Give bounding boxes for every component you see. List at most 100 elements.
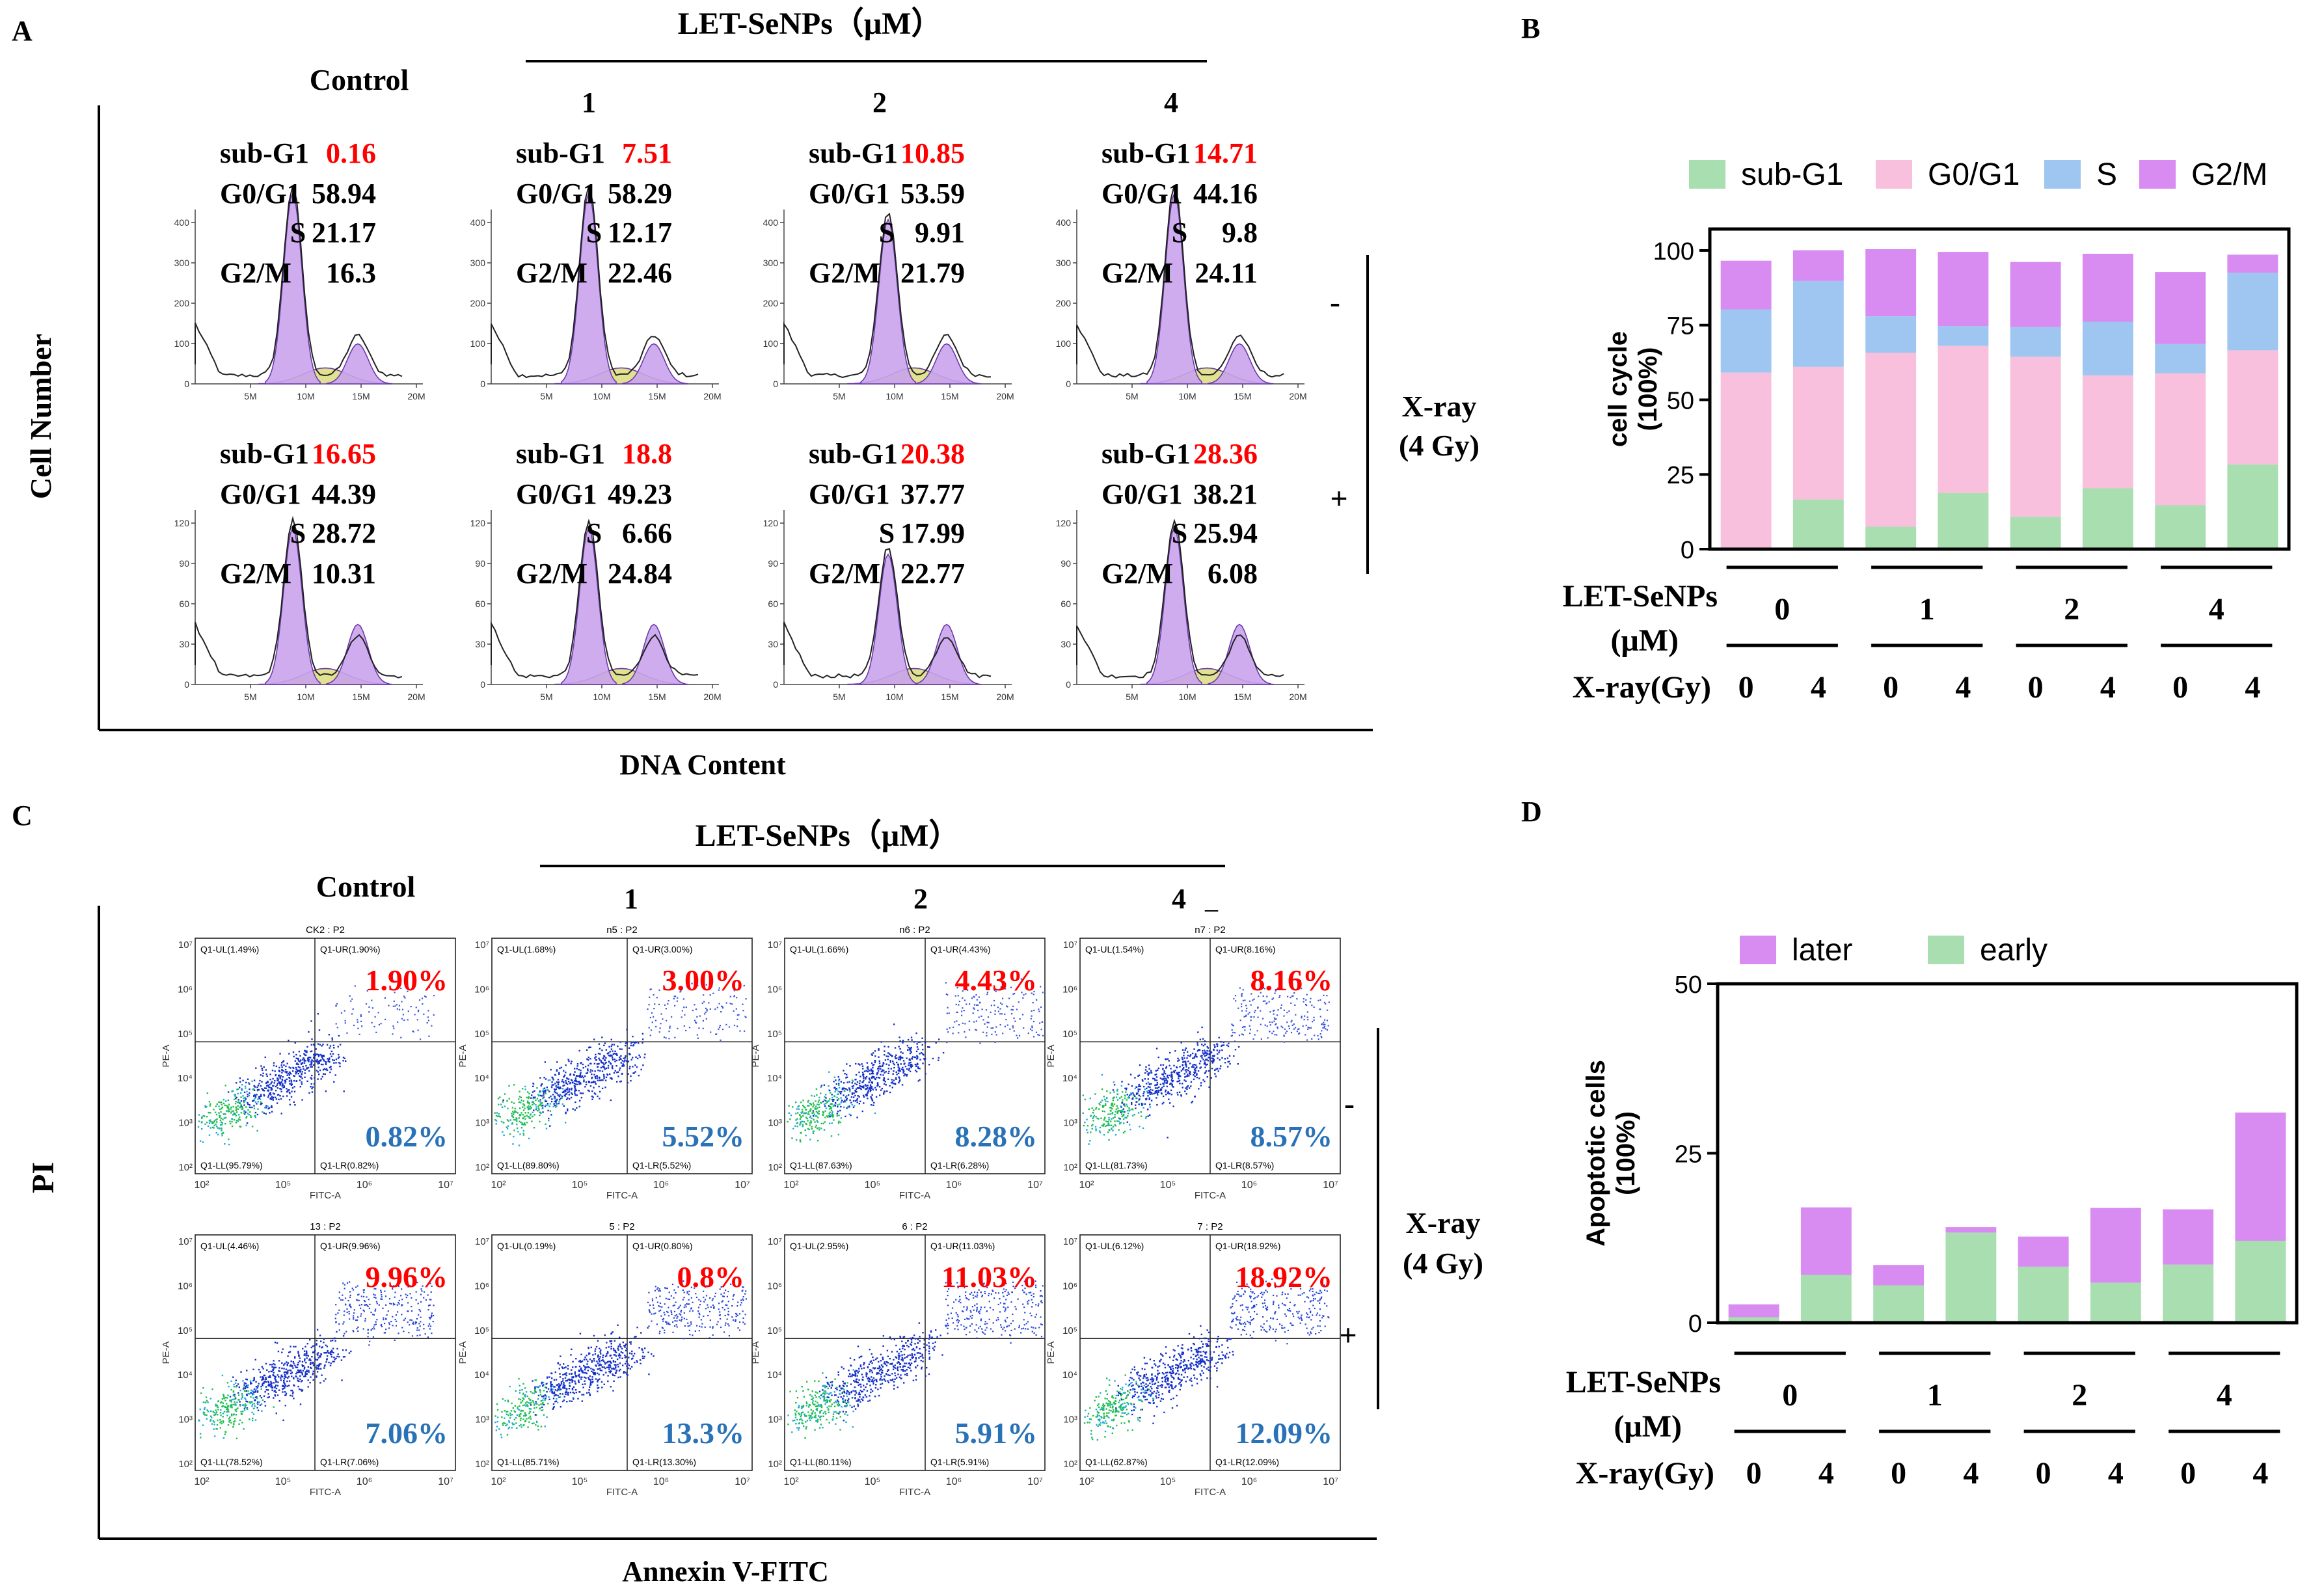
- dot: [995, 990, 997, 992]
- dot: [1318, 1038, 1319, 1040]
- dot: [1142, 1095, 1144, 1097]
- dot: [688, 1027, 691, 1029]
- dot: [507, 1107, 509, 1109]
- dot: [938, 1038, 940, 1040]
- dot: [1185, 1071, 1187, 1073]
- dot: [247, 1103, 249, 1105]
- dot: [303, 1375, 305, 1377]
- dot: [811, 1117, 813, 1119]
- dot: [248, 1082, 250, 1084]
- dot: [861, 1085, 863, 1088]
- dot: [231, 1090, 233, 1092]
- dot: [1163, 1070, 1165, 1072]
- dot: [975, 1020, 977, 1022]
- dot: [1160, 1088, 1162, 1090]
- dot: [1309, 1001, 1311, 1003]
- dot: [364, 1320, 366, 1322]
- quadrant-lr-label: Q1-LR(0.82%): [320, 1160, 379, 1170]
- dot: [283, 1385, 285, 1387]
- dot: [595, 1093, 597, 1095]
- dot: [212, 1411, 214, 1413]
- dot: [325, 1378, 327, 1380]
- dot: [852, 1106, 855, 1108]
- dot: [1107, 1123, 1109, 1125]
- dot: [521, 1122, 524, 1124]
- dot: [277, 1381, 279, 1383]
- dot: [1147, 1092, 1149, 1094]
- dot: [1116, 1090, 1118, 1092]
- scatter-y-tick: 10³: [178, 1118, 193, 1129]
- dot: [287, 1362, 290, 1364]
- dot: [286, 1062, 288, 1064]
- dot: [506, 1126, 507, 1128]
- dot: [794, 1125, 796, 1127]
- bar-G2/M: [1938, 252, 1989, 327]
- dot: [1269, 1011, 1271, 1013]
- dot: [674, 1005, 676, 1007]
- dot: [1323, 994, 1325, 996]
- dot: [258, 1383, 260, 1385]
- dot: [277, 1079, 279, 1081]
- dot: [800, 1120, 802, 1123]
- dot: [549, 1103, 552, 1105]
- dot: [1126, 1099, 1128, 1101]
- dot: [908, 1069, 910, 1071]
- dot: [1121, 1115, 1123, 1118]
- dot: [802, 1100, 804, 1102]
- dot: [336, 1003, 338, 1005]
- dot: [247, 1386, 249, 1388]
- dot: [1092, 1111, 1094, 1114]
- dot: [800, 1141, 802, 1143]
- dot: [1128, 1107, 1130, 1109]
- dot: [402, 1014, 404, 1016]
- dot: [407, 1010, 409, 1012]
- dot: [524, 1404, 526, 1406]
- dot: [599, 1077, 601, 1079]
- dot: [291, 1087, 294, 1089]
- dot: [296, 1366, 299, 1368]
- scatter-y-tick: 10⁶: [178, 1280, 193, 1292]
- dot: [1101, 1088, 1103, 1090]
- y-axis-title: PI: [26, 1162, 61, 1193]
- dot: [965, 1036, 967, 1038]
- dot: [338, 1035, 340, 1037]
- dot: [265, 1377, 267, 1379]
- dot: [1283, 1035, 1285, 1036]
- dot: [1146, 1098, 1148, 1100]
- dot: [304, 1360, 306, 1362]
- g1-peak: [1146, 526, 1202, 685]
- dot: [620, 1080, 622, 1083]
- quadrant-ur-label: Q1-UR(3.00%): [632, 944, 693, 954]
- legend-swatch: [2139, 160, 2176, 189]
- dot: [574, 1077, 577, 1079]
- dot: [942, 1051, 945, 1054]
- dot: [589, 1071, 591, 1073]
- dot: [1103, 1134, 1105, 1136]
- dot: [1165, 1082, 1167, 1084]
- dot: [311, 1059, 313, 1061]
- dot: [1197, 1070, 1200, 1072]
- dot: [567, 1081, 570, 1083]
- dot: [612, 1050, 614, 1052]
- dot: [867, 1090, 869, 1092]
- phase-label: sub-G1: [809, 137, 898, 169]
- dot: [337, 1057, 340, 1059]
- dot: [737, 1018, 738, 1020]
- quadrant-ll-label: Q1-LL(78.52%): [200, 1457, 263, 1467]
- dot: [829, 1098, 831, 1100]
- dot: [532, 1082, 534, 1085]
- dot: [1133, 1094, 1135, 1096]
- dot: [871, 1082, 873, 1084]
- dot: [591, 1098, 593, 1100]
- dot: [260, 1085, 262, 1087]
- dot: [308, 1092, 310, 1094]
- dot: [629, 1066, 631, 1068]
- scatter-y-tick: 10⁶: [178, 984, 193, 995]
- phase-label: S: [290, 217, 306, 249]
- dot: [224, 1143, 226, 1145]
- dot: [260, 1103, 262, 1105]
- dot: [234, 1095, 236, 1097]
- hist-y-tick-label: 60: [768, 599, 778, 609]
